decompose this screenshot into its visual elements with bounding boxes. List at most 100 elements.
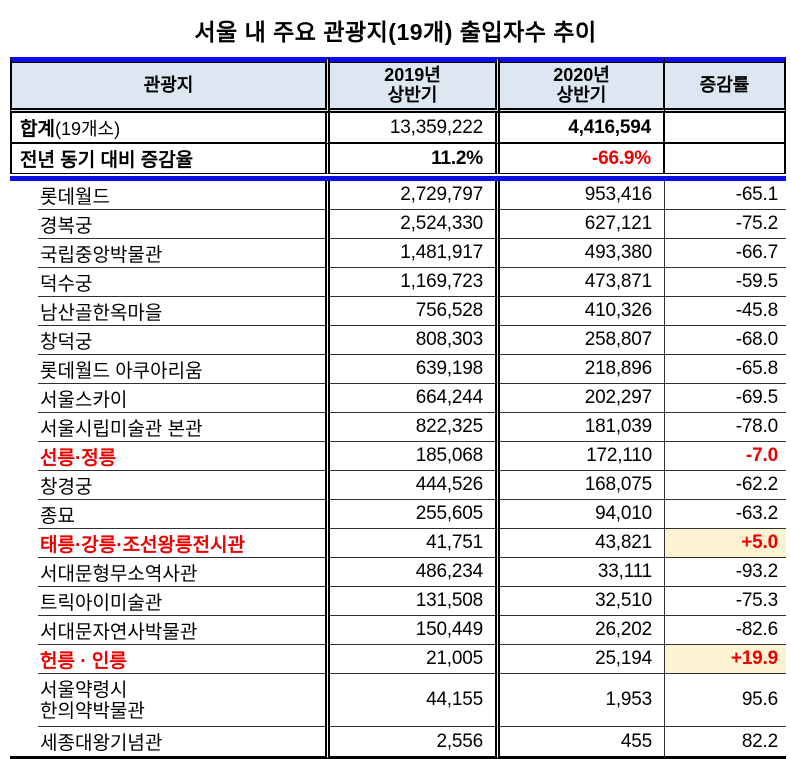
table-row: 서대문자연사박물관 150,449 26,202 -82.6 <box>10 616 786 646</box>
change-rate-cell: -69.5 <box>665 384 786 414</box>
table-row: 서울시립미술관 본관 822,325 181,039 -78.0 <box>10 413 786 443</box>
attraction-name-cell: 서대문형무소역사관 <box>10 558 330 588</box>
attraction-name-cell: 서대문자연사박물관 <box>10 616 330 646</box>
total-2020-cell: 4,416,594 <box>500 113 665 145</box>
attraction-name-cell: 창경궁 <box>10 471 330 501</box>
visitors-2020-cell: 32,510 <box>500 587 665 617</box>
col-header-change-rate: 증감률 <box>665 57 786 114</box>
table-row: 종묘 255,605 94,010 -63.2 <box>10 500 786 530</box>
visitors-2020-cell: 493,380 <box>500 239 665 269</box>
table-row: 세종대왕기념관 2,556 455 82.2 <box>10 727 786 759</box>
yoy-2019-cell: 11.2% <box>330 144 500 175</box>
table-row: 창경궁 444,526 168,075 -62.2 <box>10 471 786 501</box>
attraction-name-cell: 세종대왕기념관 <box>10 727 330 759</box>
total-rate-cell <box>665 113 786 145</box>
visitors-2020-cell: 168,075 <box>500 471 665 501</box>
attraction-name-cell: 롯데월드 아쿠아리움 <box>10 355 330 385</box>
col-header-2020-half: 상반기 <box>556 85 607 106</box>
col-header-2019-year: 2019년 <box>384 65 441 85</box>
attraction-name-cell: 선릉·정릉 <box>10 442 330 472</box>
visitors-2020-cell: 202,297 <box>500 384 665 414</box>
change-rate-cell: +19.9 <box>665 645 786 675</box>
visitors-2020-cell: 258,807 <box>500 326 665 356</box>
visitors-2020-cell: 33,111 <box>500 558 665 588</box>
change-rate-cell: -78.0 <box>665 413 786 443</box>
table-body-data: 롯데월드 2,729,797 953,416 -65.1 경복궁 2,524,330 627… <box>10 181 786 759</box>
yoy-rate-cell <box>665 144 786 175</box>
blue-separator-line <box>10 174 786 182</box>
document-page: 서울 내 주요 관광지(19개) 출입자수 추이 관광지 2019년 상반기 2… <box>10 19 786 759</box>
page-title: 서울 내 주요 관광지(19개) 출입자수 추이 <box>194 19 597 45</box>
visitors-2019-cell: 131,508 <box>330 587 500 617</box>
change-rate-cell: 95.6 <box>665 674 786 728</box>
visitors-2019-cell: 444,526 <box>330 471 500 501</box>
visitors-2019-cell: 2,729,797 <box>330 181 500 211</box>
total-2019-cell: 13,359,222 <box>330 113 500 145</box>
attraction-name-cell: 롯데월드 <box>10 181 330 211</box>
visitors-2019-cell: 44,155 <box>330 674 500 728</box>
visitors-2019-cell: 21,005 <box>330 645 500 675</box>
table-row: 트릭아이미술관 131,508 32,510 -75.3 <box>10 587 786 617</box>
table-row: 롯데월드 2,729,797 953,416 -65.1 <box>10 181 786 211</box>
visitors-2019-cell: 822,325 <box>330 413 500 443</box>
visitors-2020-cell: 473,871 <box>500 268 665 298</box>
change-rate-cell: -75.2 <box>665 210 786 240</box>
table-row: 국립중앙박물관 1,481,917 493,380 -66.7 <box>10 239 786 269</box>
col-header-2019: 2019년 상반기 <box>330 57 500 114</box>
change-rate-cell: -45.8 <box>665 297 786 327</box>
change-rate-cell: -68.0 <box>665 326 786 356</box>
change-rate-cell: -93.2 <box>665 558 786 588</box>
total-row: 합계(19개소) 13,359,222 4,416,594 <box>10 113 786 145</box>
visitors-2019-cell: 185,068 <box>330 442 500 472</box>
change-rate-cell: 82.2 <box>665 727 786 759</box>
total-label-count: (19개소) <box>54 119 121 140</box>
attraction-name-cell: 서울약령시 한의약박물관 <box>10 674 330 728</box>
visitors-2019-cell: 1,481,917 <box>330 239 500 269</box>
visitors-2020-cell: 181,039 <box>500 413 665 443</box>
table-header: 관광지 2019년 상반기 2020년 상반기 증감률 <box>10 57 786 114</box>
attraction-name-cell: 서울시립미술관 본관 <box>10 413 330 443</box>
table-row: 서대문형무소역사관 486,234 33,111 -93.2 <box>10 558 786 588</box>
table-row: 덕수궁 1,169,723 473,871 -59.5 <box>10 268 786 298</box>
col-header-2019-half: 상반기 <box>387 85 438 106</box>
attraction-name-cell: 서울스카이 <box>10 384 330 414</box>
table-summary: 합계(19개소) 13,359,222 4,416,594 전년 동기 대비 증… <box>10 113 786 182</box>
change-rate-cell: -65.1 <box>665 181 786 211</box>
visitors-2020-cell: 172,110 <box>500 442 665 472</box>
table-row: 서울약령시 한의약박물관 44,155 1,953 95.6 <box>10 674 786 728</box>
visitors-2019-cell: 41,751 <box>330 529 500 559</box>
table-row: 남산골한옥마을 756,528 410,326 -45.8 <box>10 297 786 327</box>
visitors-2020-cell: 25,194 <box>500 645 665 675</box>
change-rate-cell: -7.0 <box>665 442 786 472</box>
col-header-2020: 2020년 상반기 <box>500 57 665 114</box>
col-header-attraction: 관광지 <box>10 57 330 114</box>
change-rate-cell: -65.8 <box>665 355 786 385</box>
visitors-2020-cell: 1,953 <box>500 674 665 728</box>
table-row: 선릉·정릉 185,068 172,110 -7.0 <box>10 442 786 472</box>
blue-separator <box>10 174 786 182</box>
visitors-2020-cell: 218,896 <box>500 355 665 385</box>
attraction-name-cell: 남산골한옥마을 <box>10 297 330 327</box>
visitors-2019-cell: 2,524,330 <box>330 210 500 240</box>
table-row: 롯데월드 아쿠아리움 639,198 218,896 -65.8 <box>10 355 786 385</box>
visitors-2019-cell: 255,605 <box>330 500 500 530</box>
visitors-2019-cell: 2,556 <box>330 727 500 759</box>
visitors-2020-cell: 43,821 <box>500 529 665 559</box>
change-rate-cell: -59.5 <box>665 268 786 298</box>
visitors-2019-cell: 808,303 <box>330 326 500 356</box>
visitors-2020-cell: 627,121 <box>500 210 665 240</box>
visitors-2020-cell: 953,416 <box>500 181 665 211</box>
change-rate-cell: +5.0 <box>665 529 786 559</box>
visitors-2019-cell: 756,528 <box>330 297 500 327</box>
attraction-name-cell: 덕수궁 <box>10 268 330 298</box>
change-rate-cell: -62.2 <box>665 471 786 501</box>
yoy-2020-cell: -66.9% <box>500 144 665 175</box>
visitors-2020-cell: 94,010 <box>500 500 665 530</box>
table-row: 태릉·강릉·조선왕릉전시관 41,751 43,821 +5.0 <box>10 529 786 559</box>
visitors-table: 관광지 2019년 상반기 2020년 상반기 증감률 합계(19개소) 13,… <box>10 57 786 759</box>
attraction-name-cell: 경복궁 <box>10 210 330 240</box>
change-rate-cell: -75.3 <box>665 587 786 617</box>
total-label: 합계 <box>20 119 55 141</box>
change-rate-cell: -63.2 <box>665 500 786 530</box>
table-row: 헌릉 · 인릉 21,005 25,194 +19.9 <box>10 645 786 675</box>
